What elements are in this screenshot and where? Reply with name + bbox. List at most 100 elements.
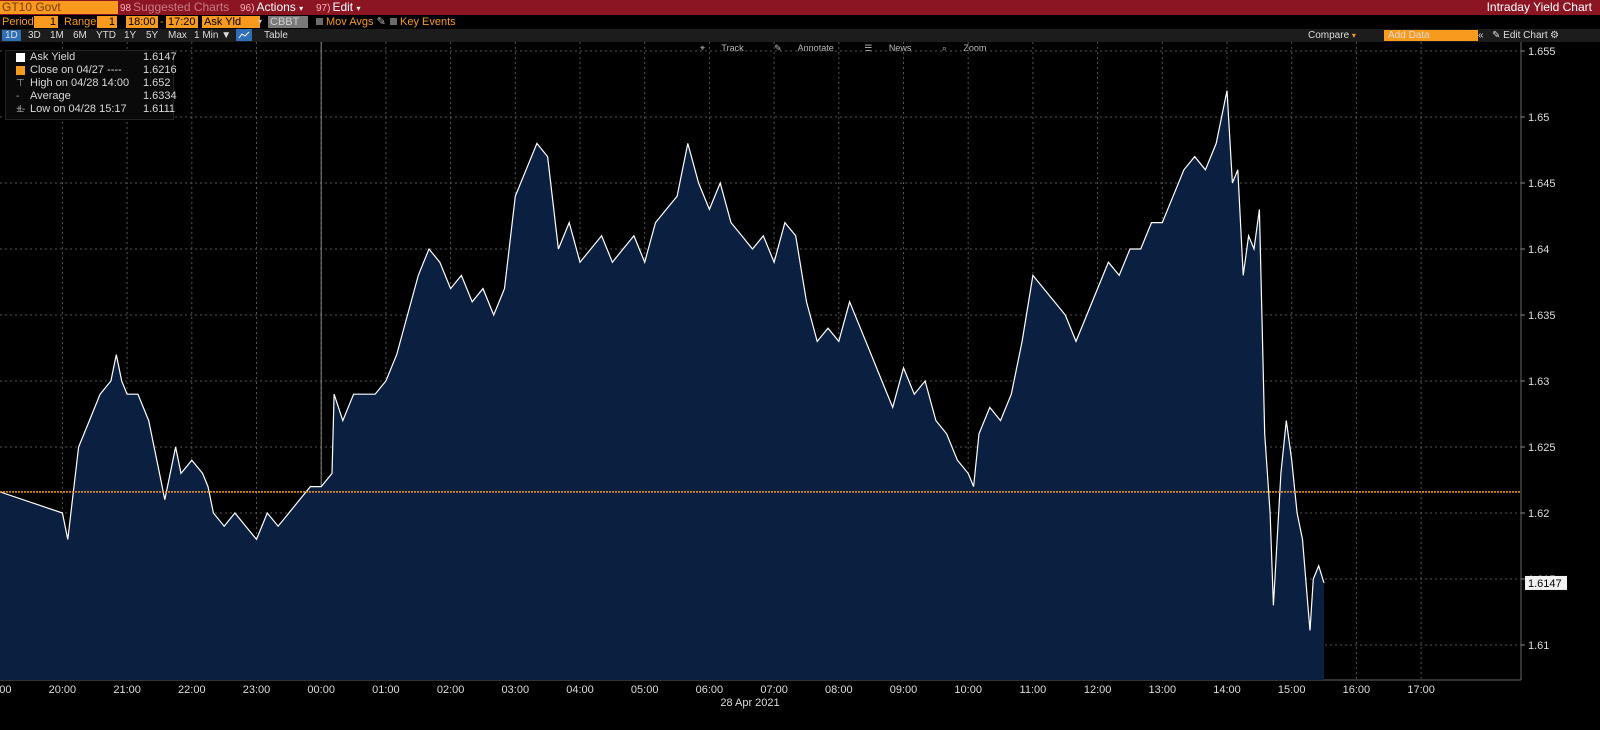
series-line <box>0 90 1325 631</box>
range-label: Range <box>64 16 97 28</box>
start-time-input[interactable]: 18:00 <box>126 16 158 28</box>
checkbox-icon <box>316 18 323 25</box>
caret-down-icon: ▾ <box>356 4 361 13</box>
orange-square-icon <box>16 66 25 75</box>
x-axis-date-label: 28 Apr 2021 <box>720 697 779 709</box>
table-button[interactable]: Table <box>264 30 288 41</box>
x-tick-label: 06:00 <box>696 684 724 696</box>
zoom-tool[interactable]: ⌕ Zoom <box>942 43 1001 53</box>
field-select[interactable]: Ask Yld <box>202 16 260 28</box>
suggested-number: 98 <box>120 3 132 14</box>
add-data-input[interactable]: Add Data <box>1384 30 1478 41</box>
y-tick-label: 1.63 <box>1528 376 1549 388</box>
x-tick-label: 21:00 <box>113 684 141 696</box>
ticker-input[interactable]: GT10 Govt <box>0 1 118 14</box>
collapse-icon[interactable]: « <box>1478 30 1484 41</box>
y-tick-label: 1.655 <box>1528 46 1556 58</box>
actions-label: Actions <box>256 0 296 14</box>
title-bar: GT10 Govt 98 Suggested Charts 96) Actions … <box>0 0 1600 15</box>
annotate-label: Annotate <box>797 43 834 53</box>
y-tick-label: 1.61 <box>1528 640 1549 652</box>
checkbox-icon <box>390 18 397 25</box>
x-tick-label: 14:00 <box>1213 684 1241 696</box>
last-value-tag <box>1525 575 1567 590</box>
end-time-input[interactable]: 17:20 <box>166 16 198 28</box>
legend-label: Low on 04/28 15:17 <box>30 103 127 115</box>
actions-menu[interactable]: 96) Actions ▾ <box>240 0 304 15</box>
annotate-tool[interactable]: ✎ Annotate <box>774 43 848 53</box>
suggested-label: Suggested Charts <box>133 0 230 14</box>
news-tool[interactable]: ☰ News <box>864 43 925 53</box>
pencil-icon: ✎ <box>1492 30 1501 41</box>
range-6m[interactable]: 6M <box>73 30 87 41</box>
legend-label: Average <box>30 90 71 102</box>
crosshair-icon: ⌖ <box>700 43 706 53</box>
series-area <box>0 90 1324 681</box>
legend-row-close[interactable]: Close on 04/27 ---- 1.6216 <box>6 64 177 77</box>
magnifier-icon: ⌕ <box>941 43 947 53</box>
triangle-down-icon: ▼ <box>221 30 232 41</box>
range-3d[interactable]: 3D <box>28 30 41 41</box>
legend-value: 1.6216 <box>143 64 177 76</box>
caret-down-icon: ▾ <box>299 4 304 13</box>
pencil-icon: ✎ <box>376 16 386 28</box>
compare-label: Compare <box>1308 30 1350 41</box>
legend-value: 1.6147 <box>143 51 177 63</box>
source-input[interactable]: CBBT <box>268 16 308 28</box>
average-marker-icon: -+- <box>16 91 26 115</box>
field-caret-down-icon[interactable]: ▾ <box>258 17 263 26</box>
x-tick-label: 20:00 <box>49 684 77 696</box>
interval-label: 1 Min <box>194 30 219 41</box>
x-tick-label: 02:00 <box>437 684 465 696</box>
x-tick-label: 15:00 <box>1278 684 1306 696</box>
range-5y[interactable]: 5Y <box>146 30 159 41</box>
legend-value: 1.6334 <box>143 90 177 102</box>
pencil-icon: ✎ <box>774 43 782 53</box>
range-1y[interactable]: 1Y <box>124 30 137 41</box>
edit-menu[interactable]: 97) Edit ▾ <box>316 1 361 15</box>
legend-row-low[interactable]: ⊥ Low on 04/28 15:17 1.6111 <box>6 103 176 116</box>
settings-bar: Period 1 Range 1 18:00 - 17:20 Ask Yld ▾… <box>0 15 1600 29</box>
x-tick-label: 23:00 <box>243 684 271 696</box>
range-input[interactable]: 1 <box>97 16 117 28</box>
gear-icon[interactable]: ⚙ <box>1550 30 1559 41</box>
track-tool[interactable]: ⌖ Track <box>700 43 758 53</box>
last-value-label: 1.6147 <box>1528 578 1562 590</box>
mov-avgs-toggle[interactable]: Mov Avgs ✎ <box>316 16 386 28</box>
mov-avgs-label: Mov Avgs <box>326 16 374 28</box>
suggested-charts-button[interactable]: 98 Suggested Charts <box>120 0 230 15</box>
x-tick-label: 12:00 <box>1084 684 1112 696</box>
x-tick-label: 09:00 <box>890 684 918 696</box>
track-label: Track <box>721 43 744 53</box>
x-tick-label: 00:00 <box>307 684 335 696</box>
legend-row-high[interactable]: ⊤ High on 04/28 14:00 1.652 <box>6 77 173 90</box>
actions-number: 96) <box>240 3 255 14</box>
y-tick-label: 1.64 <box>1528 244 1549 256</box>
key-events-toggle[interactable]: Key Events <box>390 16 456 28</box>
range-max[interactable]: Max <box>168 30 187 41</box>
edit-chart-button[interactable]: ✎ Edit Chart <box>1492 30 1548 41</box>
chart-type-icon[interactable] <box>236 29 252 41</box>
y-tick-label: 1.645 <box>1528 178 1556 190</box>
y-tick-label: 1.625 <box>1528 442 1556 454</box>
x-tick-label: 04:00 <box>566 684 594 696</box>
y-tick-label: 1.635 <box>1528 310 1556 322</box>
x-tick-label: 10:00 <box>954 684 982 696</box>
legend-row-average[interactable]: -+- Average 1.6334 <box>6 90 177 115</box>
high-marker-icon: ⊤ <box>16 78 25 89</box>
x-tick-label: 08:00 <box>825 684 853 696</box>
y-tick-label: 1.65 <box>1528 112 1549 124</box>
period-input[interactable]: 1 <box>34 16 58 28</box>
legend-value: 1.6111 <box>143 103 176 115</box>
range-1d[interactable]: 1D <box>2 30 21 41</box>
legend-row-ask-yield[interactable]: Ask Yield 1.6147 <box>6 51 177 64</box>
interval-select[interactable]: 1 Min ▼ <box>194 30 231 41</box>
range-toolbar: 1D 3D 1M 6M YTD 1Y 5Y Max 1 Min ▼ Table … <box>0 29 1600 42</box>
range-ytd[interactable]: YTD <box>96 30 116 41</box>
compare-button[interactable]: Compare ▾ <box>1308 30 1356 41</box>
x-tick-label: 01:00 <box>372 684 400 696</box>
x-tick-label: 11:00 <box>1020 684 1047 696</box>
chart-tools: ⌖ Track ✎ Annotate ☰ News ⌕ Zoom <box>700 43 1014 54</box>
range-1m[interactable]: 1M <box>50 30 64 41</box>
